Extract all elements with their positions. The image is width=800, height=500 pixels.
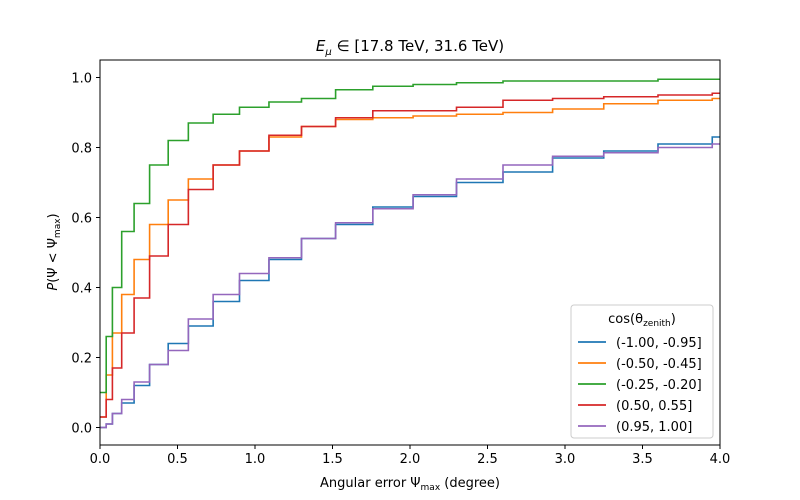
x-tick-label: 1.0 <box>245 452 266 467</box>
y-tick-label: 0.0 <box>71 422 92 437</box>
series-line <box>100 136 720 429</box>
chart-title: Eμ ∈ [17.8 TeV, 31.6 TeV) <box>316 37 504 58</box>
x-tick-label: 1.5 <box>322 452 343 467</box>
x-tick-label: 2.5 <box>477 452 498 467</box>
y-tick-label: 0.2 <box>71 352 92 367</box>
legend-label: (-0.50, -0.45] <box>616 357 702 372</box>
y-axis: 0.0 0.2 0.4 0.6 0.8 1.0 <box>71 72 100 437</box>
series-line <box>100 97 720 418</box>
x-tick-label: 3.0 <box>555 452 576 467</box>
legend: cos(θzenith) (-1.00, -0.95] (-0.50, -0.45… <box>570 304 714 439</box>
legend-label: (0.95, 1.00] <box>616 420 692 435</box>
x-tick-label: 2.0 <box>400 452 421 467</box>
y-tick-label: 0.8 <box>71 142 92 157</box>
x-axis-title: Angular error Ψmax (degree) <box>320 476 500 493</box>
x-tick-label: 4.0 <box>710 452 731 467</box>
legend-box <box>570 304 714 439</box>
x-tick-label: 0.0 <box>90 452 111 467</box>
legend-items: (-1.00, -0.95] (-0.50, -0.45] (-0.25, -0.2… <box>578 336 702 435</box>
legend-label: (-0.25, -0.20] <box>616 378 702 393</box>
y-tick-label: 0.6 <box>71 212 92 227</box>
legend-label: (0.50, 0.55] <box>616 399 692 414</box>
series-layer <box>100 78 720 429</box>
x-tick-label: 3.5 <box>632 452 653 467</box>
legend-title: cos(θzenith) <box>608 312 676 329</box>
series-line <box>100 92 720 418</box>
x-tick-label: 0.5 <box>167 452 188 467</box>
series-line <box>100 78 720 394</box>
y-tick-label: 0.4 <box>71 282 92 297</box>
y-axis-title: P(Ψ < Ψmax) <box>46 213 63 290</box>
plot-area <box>99 59 721 446</box>
x-axis: 0.0 0.5 1.0 1.5 2.0 2.5 3.0 3.5 4.0 <box>90 445 731 467</box>
y-tick-label: 1.0 <box>71 72 92 87</box>
legend-label: (-1.00, -0.95] <box>616 336 702 351</box>
series-line <box>100 143 720 429</box>
